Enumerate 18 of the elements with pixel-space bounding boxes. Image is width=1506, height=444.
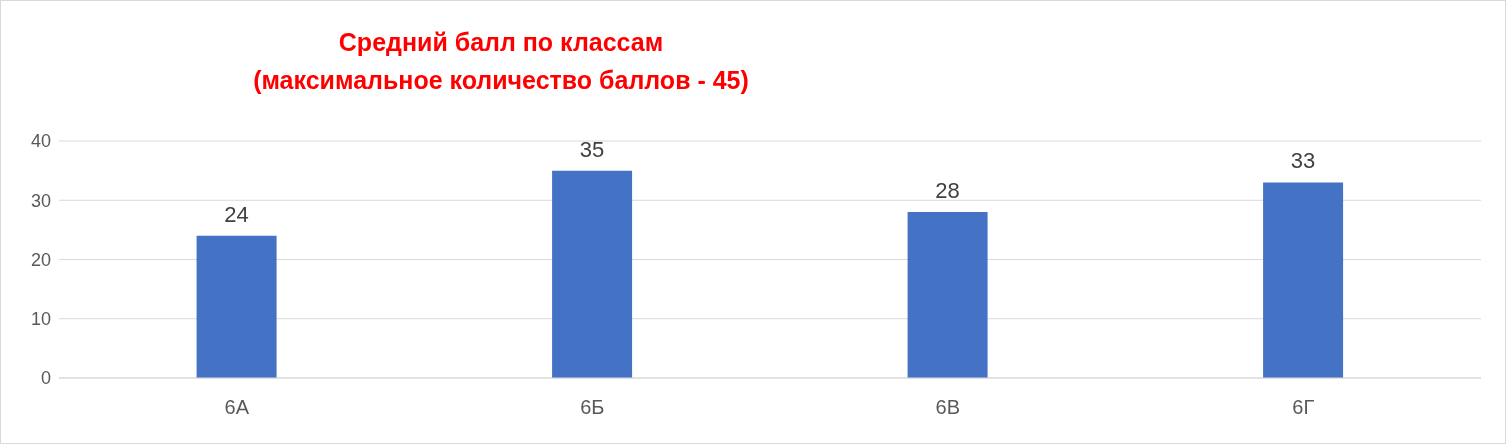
x-tick-label: 6В [935, 396, 960, 419]
data-label: 28 [935, 178, 960, 204]
bar [1263, 182, 1344, 378]
y-tick-label: 10 [30, 309, 51, 330]
bar [196, 235, 277, 378]
x-tick-label: 6Б [580, 396, 605, 419]
x-tick-label: 6Г [1292, 396, 1315, 419]
chart-title: Средний балл по классам (максимальное количество баллов - 45) [252, 27, 750, 96]
y-tick-label: 20 [30, 249, 51, 270]
y-tick-label: 40 [30, 131, 51, 152]
x-tick-label: 6А [224, 396, 250, 419]
bar [552, 170, 633, 378]
data-label: 24 [224, 201, 249, 227]
data-label: 33 [1290, 148, 1316, 174]
bar [907, 212, 988, 378]
data-label: 35 [579, 136, 605, 162]
y-tick-label: 30 [30, 190, 51, 211]
y-tick-label: 0 [40, 368, 51, 389]
